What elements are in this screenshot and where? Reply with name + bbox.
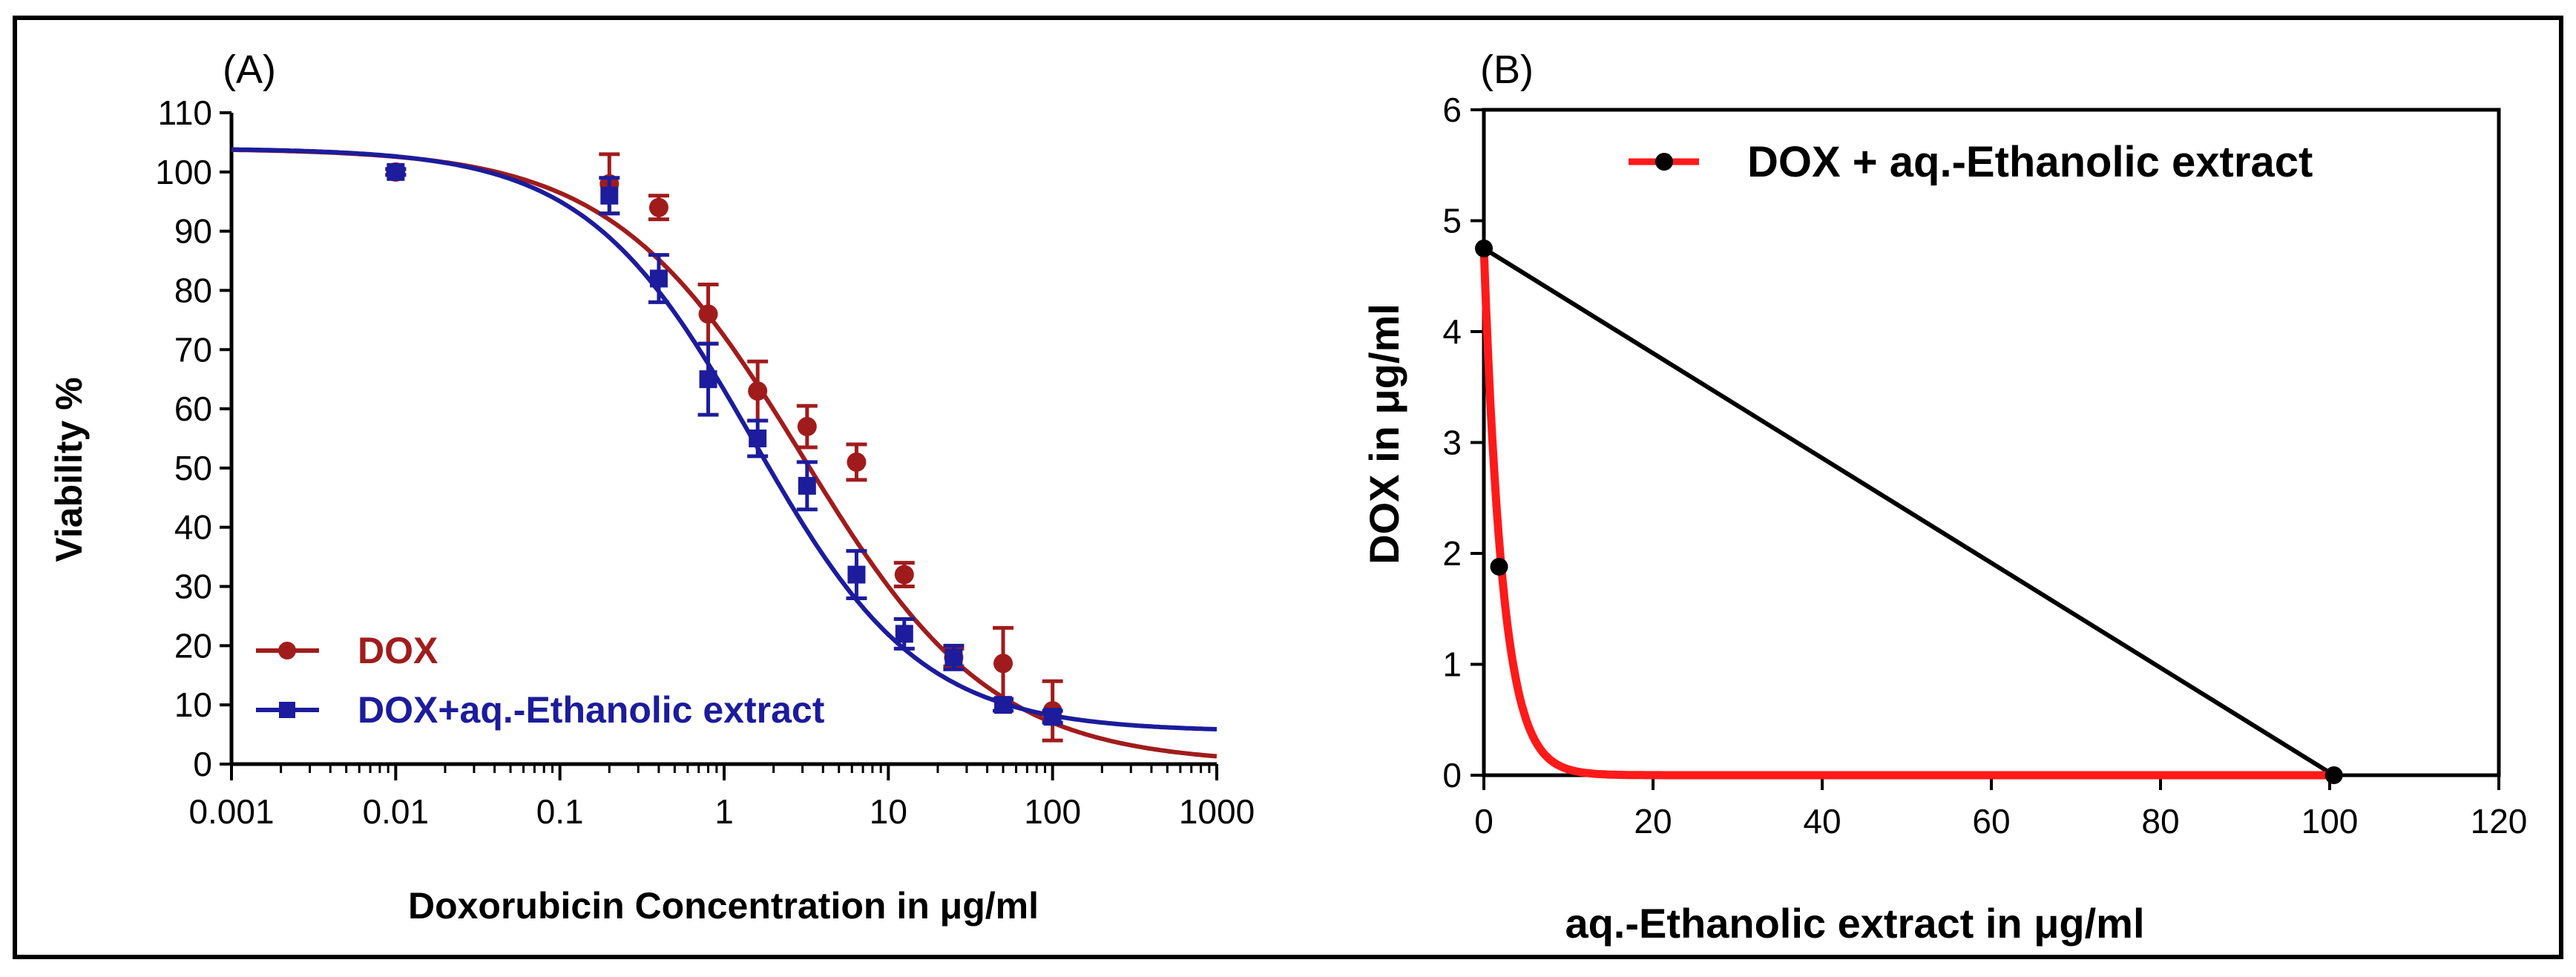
panel-b-y-tick-label: 2 [1442, 534, 1462, 573]
legend-dox-extract-marker [279, 702, 295, 718]
legend-dox-extract-label: DOX+aq.-Ethanolic extract [358, 689, 825, 731]
panel-b-isobole-line [1482, 246, 2336, 777]
panel-b-y-tick-label: 0 [1442, 756, 1462, 795]
panel-a-point-dox [847, 452, 867, 472]
panel-a-point-dox [698, 304, 718, 324]
panel-a-label: (A) [223, 47, 276, 92]
panel-a-y-tick-label: 0 [193, 745, 212, 783]
panel-a-point-dox-extract [798, 476, 816, 495]
panel-b-point [2324, 766, 2343, 784]
panel-b-x-tick-label: 20 [1634, 802, 1672, 841]
panel-a-x-tick-label: 10 [870, 792, 907, 831]
panel-a-y-tick-label: 30 [174, 568, 212, 606]
panel-b-y-tick-label: 3 [1442, 424, 1462, 462]
panel-a-legend: DOX DOX+aq.-Ethanolic extract [256, 630, 825, 731]
panel-a-y-tick-label: 90 [174, 212, 212, 251]
panel-b-x-tick-label: 0 [1474, 802, 1494, 841]
panel-b-legend: DOX + aq.-Ethanolic extract [1629, 138, 2313, 186]
panel-a-point-dox-extract [944, 648, 963, 667]
panel-a-y-axis-label: Viability % [48, 377, 90, 562]
panel-a-y-tick-label: 100 [155, 153, 212, 191]
panel-a-point-dox-extract [994, 696, 1013, 714]
legend-b-marker [1655, 153, 1673, 171]
panel-b-y-tick-label: 6 [1442, 91, 1462, 129]
panel-a-y-tick-label: 70 [174, 330, 212, 369]
panel-b-x-tick-label: 80 [2141, 802, 2179, 841]
panel-b-point [1490, 557, 1508, 576]
panel-b-x-tick-label: 40 [1803, 802, 1841, 841]
panel-a-point-dox [748, 381, 768, 401]
panel-a-x-tick-label: 0.001 [188, 792, 274, 831]
panel-a-point-dox-extract [649, 269, 668, 288]
panel-b-lines [1479, 246, 2336, 780]
panel-a-point-dox-extract [847, 565, 866, 584]
panel-a-x-tick-label: 0.01 [363, 792, 430, 831]
panel-a-x-tick-label: 1 [714, 792, 734, 831]
panel-a-point-dox [993, 654, 1013, 674]
panel-a-y-tick-label: 80 [174, 271, 212, 309]
panel-b-y-tick-label: 5 [1442, 202, 1462, 240]
panel-a-data-points [385, 152, 1063, 743]
panel-b-x-tick-label: 120 [2471, 802, 2528, 841]
panel-b-point [1475, 239, 1493, 257]
panel-b-y-axis-label: DOX in μg/ml [1361, 303, 1407, 565]
figure-frame [13, 16, 2563, 959]
panel-a-point-dox-extract [1043, 708, 1062, 726]
panel-b-x-tick-label: 100 [2301, 802, 2359, 841]
panel-a-y-tick-label: 110 [158, 93, 212, 132]
panel-a-x-tick-label: 1000 [1179, 792, 1255, 831]
panel-a-y-tick-label: 20 [174, 626, 212, 665]
panel-b-y-tick-label: 1 [1442, 645, 1462, 684]
legend-dox-label: DOX [358, 630, 438, 671]
panel-a-point-dox-extract [749, 430, 767, 447]
panel-a-y-tick-label: 40 [174, 508, 212, 547]
panel-b-y-tick-label: 4 [1442, 312, 1462, 351]
panel-b-combination-curve [1479, 248, 2330, 780]
panel-b-points [1475, 239, 2343, 784]
panel-b-label: (B) [1480, 47, 1534, 92]
panel-a-point-dox [894, 565, 914, 585]
legend-b-label: DOX + aq.-Ethanolic extract [1747, 138, 2313, 186]
panel-a-point-dox [797, 417, 817, 437]
panel-b-x-tick-label: 60 [1972, 802, 2010, 841]
panel-b-x-axis-label: aq.-Ethanolic extract in μg/ml [1565, 900, 2144, 947]
panel-a-y-tick-label: 10 [174, 685, 212, 724]
legend-dox-marker [278, 642, 296, 659]
panel-a-point-dox [648, 197, 668, 217]
panel-a-y-tick-label: 60 [174, 389, 212, 428]
panel-a-point-dox-extract [699, 370, 717, 389]
panel-a-x-tick-label: 100 [1024, 792, 1081, 831]
panel-a-y-tick-label: 50 [174, 449, 212, 487]
panel-a-x-axis-label: Doxorubicin Concentration in μg/ml [408, 885, 1039, 927]
panel-a-x-tick-label: 0.1 [536, 792, 584, 831]
panel-a-point-dox-extract [895, 625, 913, 643]
panel-b-plot-frame [1482, 108, 2501, 777]
panel-a-point-dox-extract [600, 186, 619, 205]
panel-a-point-dox-extract [387, 162, 405, 181]
